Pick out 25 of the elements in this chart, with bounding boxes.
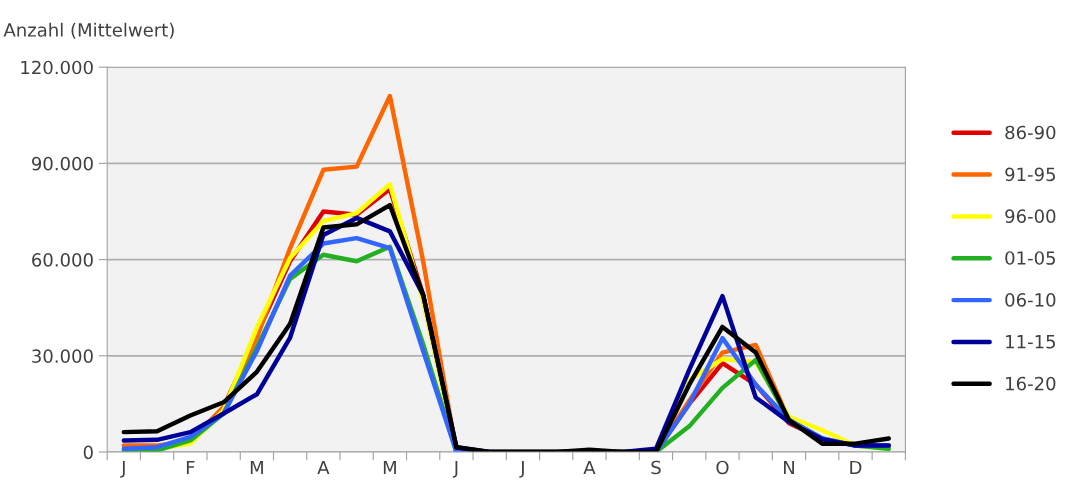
legend-label: 96-00 — [1005, 209, 1056, 223]
y-tick-label: 30.000 — [32, 349, 93, 363]
y-tick-label: 120.000 — [21, 60, 93, 75]
x-tick-label: N — [784, 460, 794, 475]
x-tick-label: A — [583, 460, 596, 475]
legend-label: 86-90 — [1005, 125, 1056, 140]
legend-label: 06-10 — [1005, 293, 1056, 307]
x-tick-label: J — [452, 460, 458, 478]
x-tick-label: A — [317, 460, 330, 475]
y-axis-title: Anzahl (Mittelwert) — [3, 22, 174, 39]
legend-label: 16-20 — [1006, 376, 1056, 391]
legend-label: 11-15 — [1006, 335, 1056, 349]
x-tick-label: M — [250, 460, 263, 475]
y-tick-label: 0 — [83, 445, 93, 460]
x-tick-label: M — [383, 460, 396, 475]
y-tick-label: 60.000 — [32, 253, 93, 267]
x-tick-label: J — [120, 460, 125, 478]
x-tick-label: O — [716, 460, 729, 475]
x-tick-label: D — [850, 460, 862, 475]
y-tick-label: 90.000 — [31, 156, 93, 171]
legend-label: 01-05 — [1005, 251, 1056, 265]
legend-label: 91-95 — [1005, 167, 1056, 182]
x-tick-label: S — [651, 460, 661, 475]
x-tick-label: F — [186, 460, 195, 475]
x-tick-label: J — [519, 460, 524, 478]
